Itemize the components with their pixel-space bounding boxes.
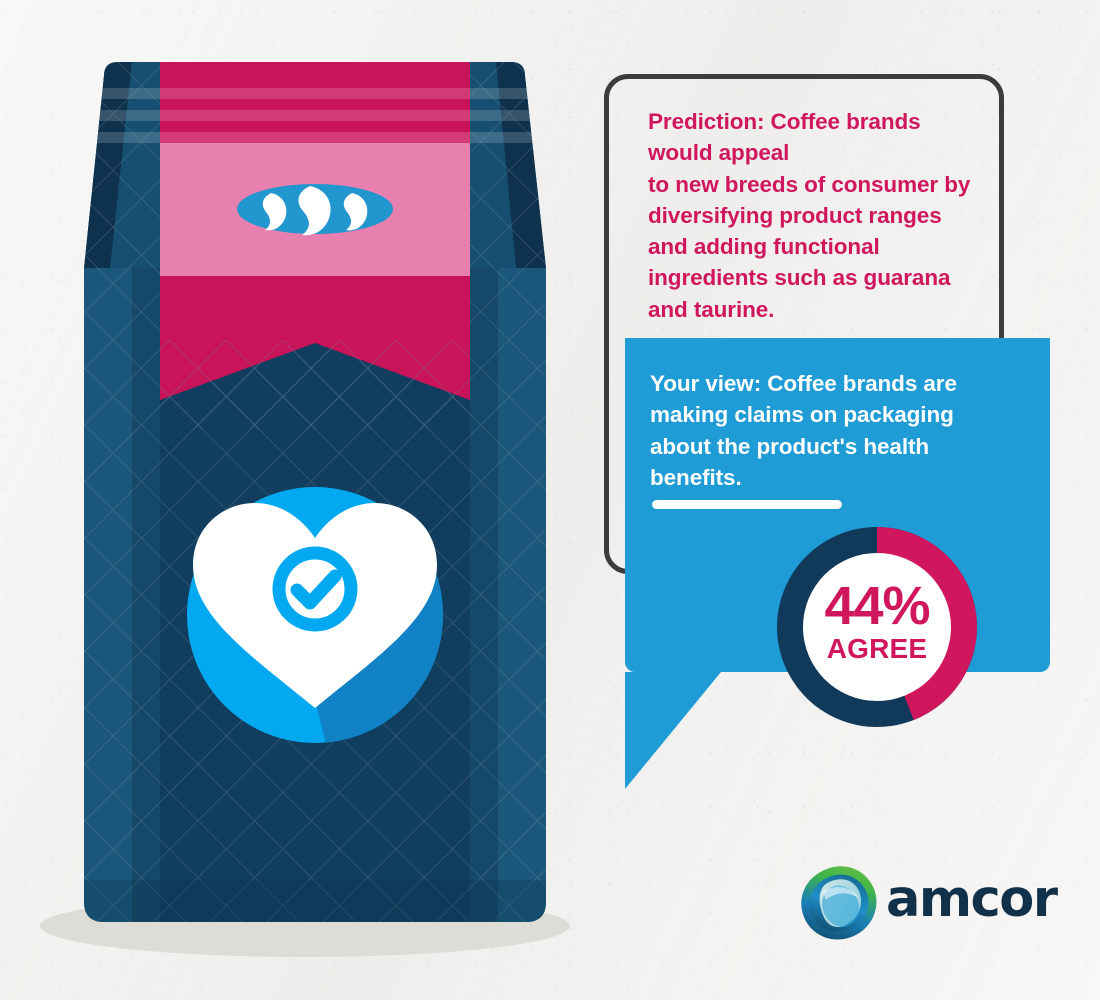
- donut-svg: [777, 527, 977, 727]
- coffee-beans-badge: [237, 184, 393, 236]
- bag-body: [84, 62, 546, 922]
- prediction-text: Prediction: Coffee brands would appeal t…: [648, 109, 971, 322]
- amcor-logo: amcor: [798, 862, 1058, 944]
- amcor-swirl-icon: [801, 866, 877, 940]
- agreement-donut: 44% AGREE: [777, 527, 977, 727]
- logo-gloss: [822, 886, 859, 900]
- donut-caption: AGREE: [826, 633, 928, 664]
- coffee-bean-icon-2: [298, 186, 331, 236]
- heart-check-icon: [187, 487, 443, 743]
- check-circle: [272, 546, 358, 632]
- amcor-wordmark: amcor: [886, 870, 1058, 929]
- coffee-bean-icon-3: [343, 193, 368, 231]
- bag-seal-stripe-3: [84, 132, 546, 143]
- check-mark-icon: [290, 569, 342, 610]
- coffee-bag: [84, 62, 546, 922]
- coffee-bean-icon-1: [262, 193, 287, 231]
- bag-seal-stripe-1: [84, 88, 546, 99]
- donut-hole: [803, 553, 951, 701]
- donut-percent-label: 44%: [824, 576, 930, 636]
- bean-glyphs: [262, 186, 368, 236]
- bubble-divider-rule: [652, 500, 842, 509]
- your-view-text: Your view: Coffee brands are making clai…: [650, 371, 957, 490]
- bubble-tail: [625, 672, 721, 789]
- bag-seal-stripe-2: [84, 110, 546, 121]
- bag-bottom-shade: [84, 880, 546, 922]
- coffee-bag-svg: [84, 62, 546, 922]
